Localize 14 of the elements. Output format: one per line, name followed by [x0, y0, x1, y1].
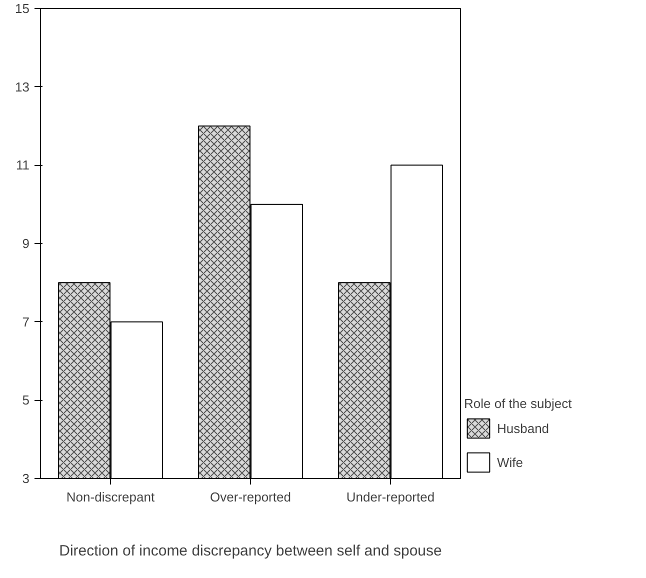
y-tick-label: 15 [15, 1, 30, 16]
legend-label: Wife [497, 454, 523, 470]
y-tick-label: 11 [16, 158, 30, 173]
legend-label: Husband [497, 420, 550, 436]
x-axis-title: Direction of income discrepancy between self and spouse [59, 542, 442, 560]
x-tick-label: Non-discrepant [66, 490, 155, 504]
y-tick-label: 7 [22, 314, 30, 330]
x-tick-label: Over-reported [210, 490, 291, 504]
y-tick-label: 13 [15, 79, 30, 94]
legend-title: Role of the subject [464, 396, 572, 411]
y-tick-label: 5 [22, 392, 30, 408]
y-tick-label: 9 [22, 236, 30, 251]
y-tick-label: 3 [22, 471, 30, 486]
x-tick-label: Under-reported [346, 490, 435, 504]
